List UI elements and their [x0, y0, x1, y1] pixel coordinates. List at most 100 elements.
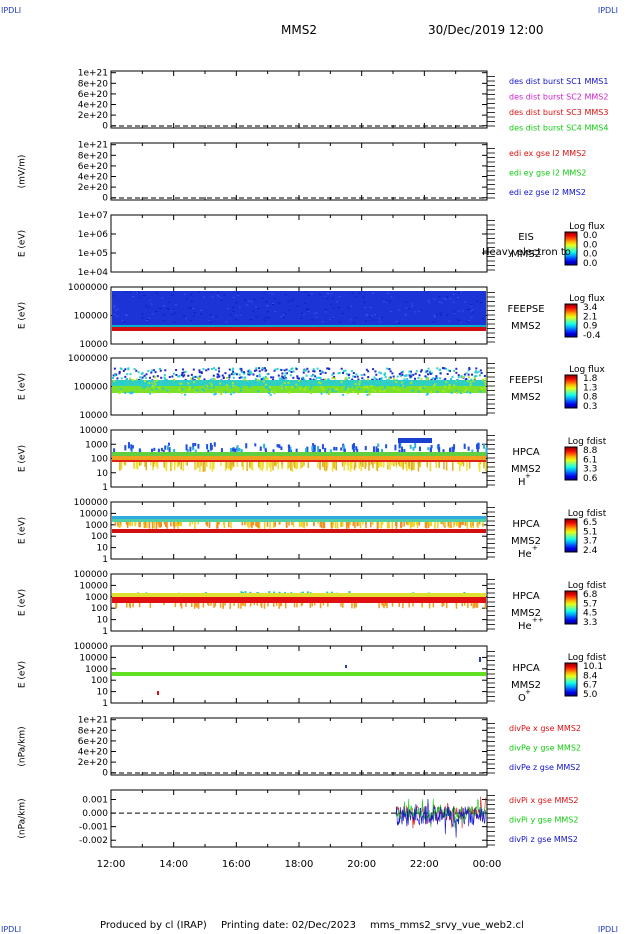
hpca-h-fringe [466, 462, 468, 471]
feepse-noise [439, 314, 442, 316]
feepsi-speckle [281, 378, 284, 381]
feepsi-sparse [310, 375, 313, 378]
feepsi-sparse [333, 376, 336, 379]
hpca-he1-fringe [256, 522, 258, 528]
feepse-noise [462, 310, 465, 312]
panel-7-colorbar-tick: 3.3 [583, 618, 597, 628]
feepsi-speckle [418, 386, 421, 389]
feepse-noise [460, 321, 463, 323]
feepsi-sparse [455, 371, 458, 374]
hpca-h-burst [398, 438, 432, 443]
hpca-he2-fringe [475, 603, 478, 608]
feepse-noise [319, 294, 322, 296]
hpca-h-sparse [372, 446, 375, 453]
feepsi-speckle [450, 391, 453, 394]
feepsi-speckle [368, 393, 371, 396]
hpca-h-fringe [349, 462, 352, 472]
hpca-he1-fringe [216, 522, 218, 525]
hpca-h-fringe [230, 462, 232, 471]
feepsi-sparse [175, 373, 178, 376]
feepsi-speckle [332, 390, 335, 393]
feepsi-speckle [346, 391, 349, 394]
hpca-he1-fringe [241, 522, 243, 526]
feepsi-speckle [427, 377, 430, 380]
feepsi-sparse [164, 378, 167, 381]
feepsi-sparse [391, 372, 394, 375]
feepse-noise [150, 303, 153, 305]
hpca-h-fringe [364, 462, 366, 469]
feepse-noise [239, 313, 242, 315]
hpca-h-fringe [408, 462, 410, 467]
hpca-h-sparse [394, 444, 397, 451]
feepse-noise [460, 291, 463, 293]
feepse-noise [183, 293, 186, 295]
feepsi-sparse [210, 378, 213, 381]
hpca-he1-fringe [180, 522, 182, 527]
hpca-he1-fringe [354, 522, 356, 529]
hpca-h-fringe [270, 462, 272, 472]
hpca-he1-fringe [258, 522, 261, 529]
hpca-h-fringe [150, 462, 152, 466]
feepse-noise [192, 307, 195, 309]
feepsi-speckle [142, 386, 145, 389]
feepsi-sparse [212, 377, 215, 380]
feepsi-sparse [400, 371, 403, 374]
feepsi-speckle [190, 377, 193, 380]
feepsi-speckle [188, 388, 191, 391]
feepsi-sparse [418, 374, 421, 377]
feepsi-speckle [216, 390, 219, 393]
feepsi-speckle [378, 389, 381, 392]
hpca-he2-fringe [296, 603, 298, 608]
hpca-h-fringe [295, 462, 298, 470]
feepsi-speckle [360, 384, 363, 387]
feepsi-sparse [129, 373, 132, 376]
feepsi-sparse [302, 378, 305, 381]
hpca-h-sparse [131, 445, 134, 449]
panel-8-species: O [518, 693, 526, 704]
feepse-noise [125, 315, 128, 317]
feepsi-speckle [189, 386, 192, 389]
feepsi-speckle [129, 377, 132, 380]
feepse-noise [211, 291, 214, 293]
hpca-h-fringe [165, 462, 168, 472]
feepsi-speckle [144, 385, 147, 388]
feepsi-speckle [400, 381, 403, 384]
hpca-h-fringe [372, 462, 374, 469]
feepse-noise [145, 320, 148, 322]
feepsi-speckle [119, 388, 122, 391]
feepsi-sparse [240, 369, 243, 372]
hpca-h-sparse [206, 444, 209, 450]
feepsi-speckle [155, 387, 158, 390]
hpca-he1-fringe [356, 522, 358, 527]
feepsi-speckle [142, 381, 145, 384]
panel-2-ytick-label: 1e+05 [78, 249, 108, 259]
feepse-noise [307, 294, 310, 296]
feepsi-sparse [356, 375, 359, 378]
feepsi-sparse [451, 375, 454, 378]
feepse-noise [372, 319, 375, 321]
feepsi-speckle [195, 391, 198, 394]
feepsi-sparse [247, 370, 250, 373]
panel-4-instrument: FEEPSI [509, 375, 543, 386]
hpca-he1-fringe [288, 522, 290, 526]
feepsi-speckle [327, 388, 330, 391]
panel-6-ytick-label: 100000 [74, 498, 109, 508]
feepsi-speckle [320, 385, 323, 388]
feepse-noise [433, 315, 436, 317]
feepse-noise [200, 309, 203, 311]
feepsi-sparse [475, 375, 478, 378]
panel-1-ytick-label: 2e+20 [78, 183, 109, 193]
feepse-noise [311, 319, 314, 321]
feepsi-speckle [244, 376, 247, 379]
hpca-he2-fringe [185, 603, 187, 607]
feepsi-speckle [317, 381, 320, 384]
feepsi-sparse [141, 376, 144, 379]
feepse-noise [114, 309, 117, 311]
hpca-h-fringe [261, 462, 264, 472]
feepsi-speckle [483, 386, 486, 389]
hpca-h-fringe [382, 462, 385, 468]
feepsi-speckle [230, 386, 233, 389]
feepsi-speckle [163, 383, 166, 386]
feepse-noise [138, 297, 141, 299]
feepsi-sparse [352, 372, 355, 375]
